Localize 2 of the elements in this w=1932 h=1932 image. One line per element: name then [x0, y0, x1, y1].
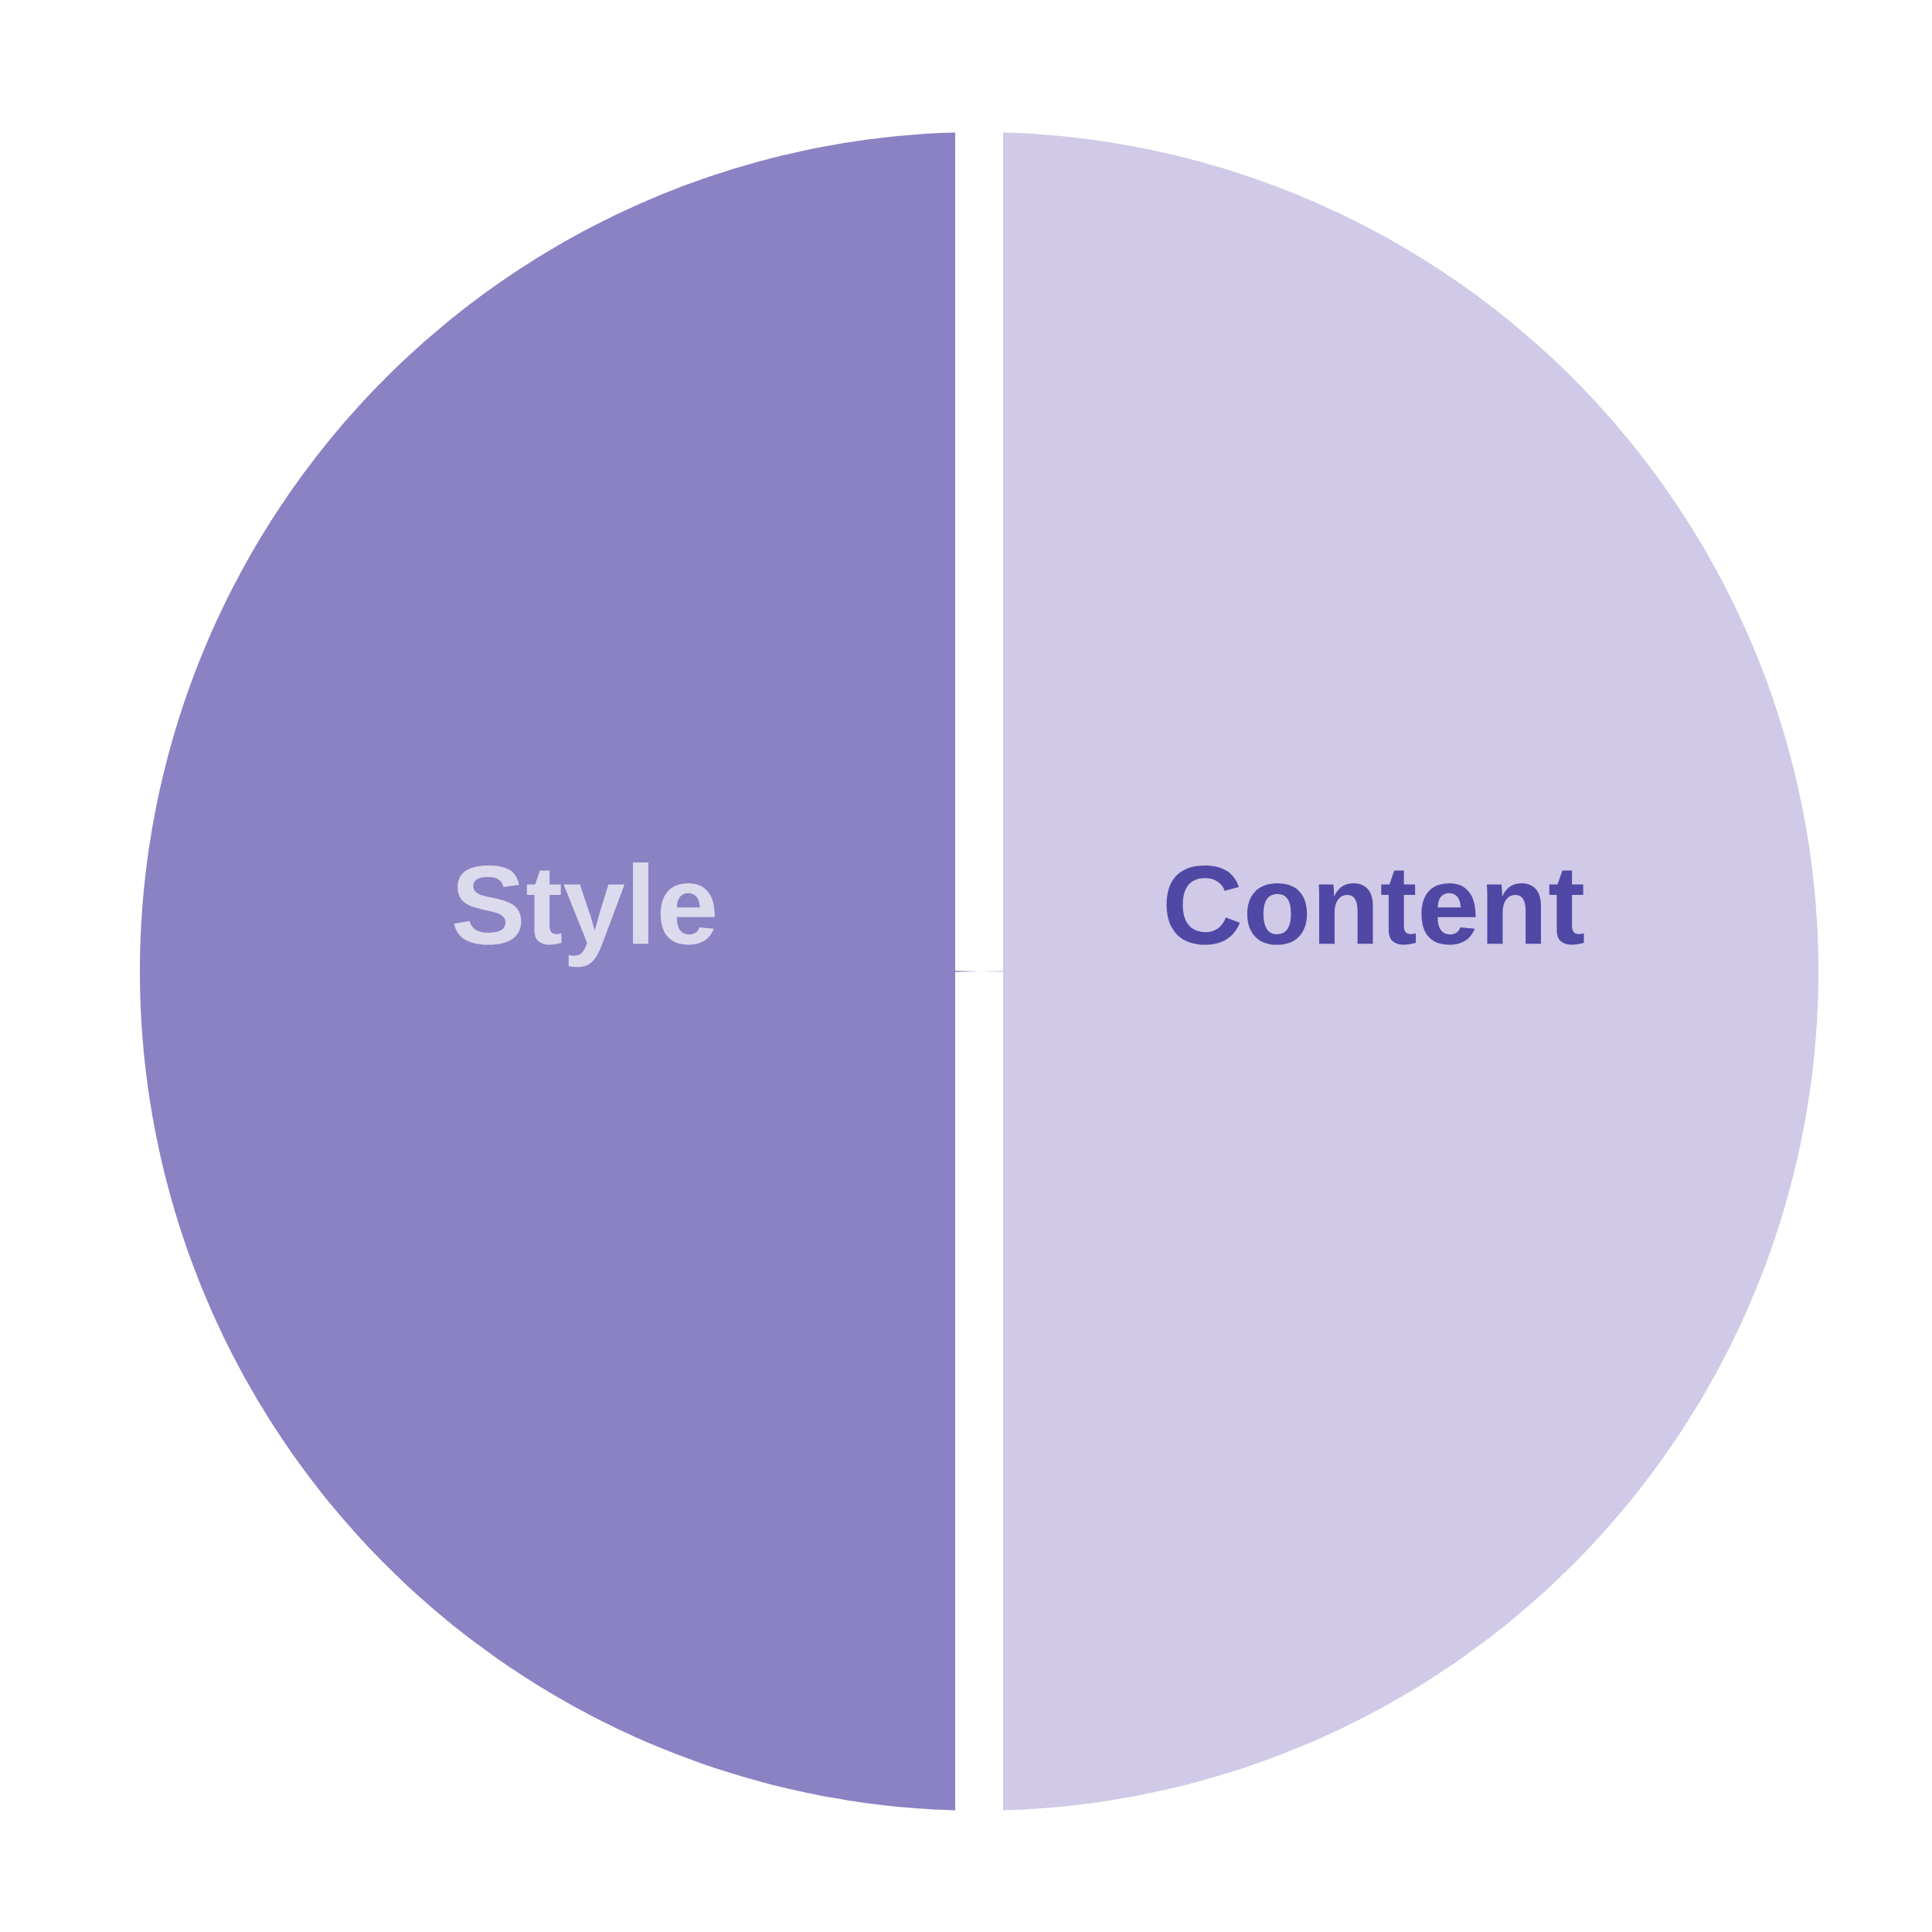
slice-label: Content: [1166, 865, 1584, 945]
slice-label: Style: [454, 862, 715, 968]
